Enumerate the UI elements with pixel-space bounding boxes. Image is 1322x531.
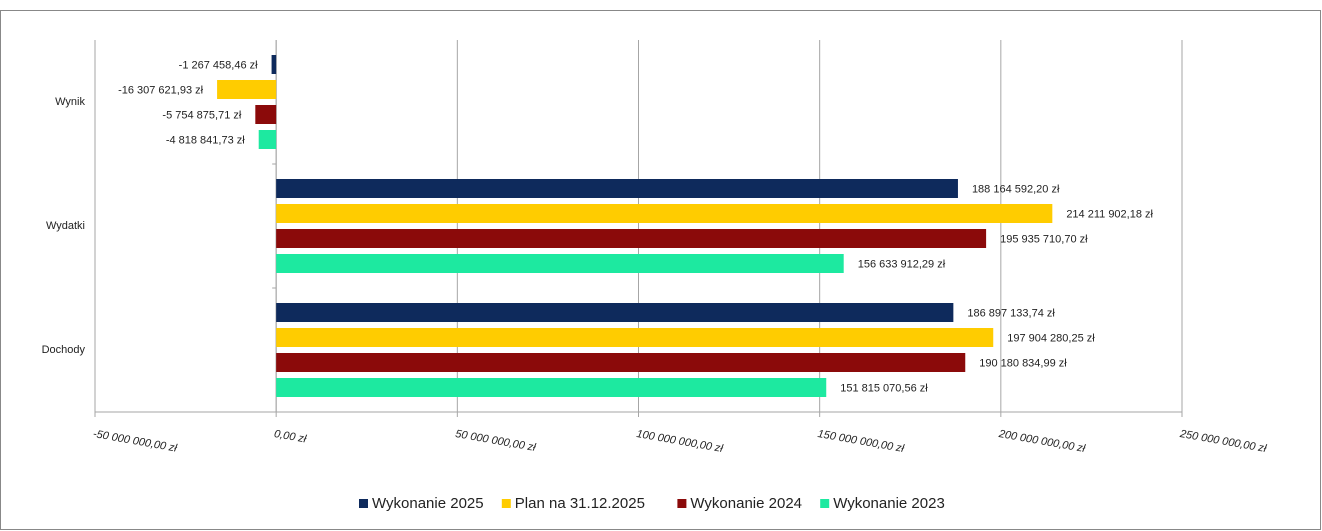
bar — [276, 179, 958, 198]
bar — [271, 55, 277, 74]
data-label: -16 307 621,93 zł — [118, 84, 204, 96]
bar — [217, 80, 277, 99]
bar — [258, 130, 277, 149]
legend-label: Wykonanie 2024 — [690, 495, 802, 512]
legend-label: Wykonanie 2025 — [372, 495, 484, 512]
data-label: 188 164 592,20 zł — [972, 183, 1060, 195]
bar — [276, 229, 987, 248]
legend: Wykonanie 2025 Plan na 31.12.2025 Wykonani… — [359, 495, 945, 512]
bar — [276, 328, 994, 347]
bar — [276, 303, 954, 322]
data-label: 186 897 133,74 zł — [967, 307, 1055, 319]
legend-label: Wykonanie 2023 — [833, 495, 945, 512]
legend-swatch — [677, 499, 687, 508]
data-label: 195 935 710,70 zł — [1000, 233, 1088, 245]
y-tick-label: Wynik — [55, 96, 85, 108]
bar — [276, 353, 966, 372]
bar — [276, 378, 827, 397]
data-label: 151 815 070,56 zł — [840, 382, 928, 394]
bar — [276, 254, 844, 273]
data-label: -5 754 875,71 zł — [162, 109, 241, 121]
bar — [255, 105, 277, 124]
legend-swatch — [820, 499, 830, 508]
x-tick-label: 0,00 zł — [273, 428, 308, 446]
legend-label: Plan na 31.12.2025 — [515, 495, 645, 512]
data-label: 156 633 912,29 zł — [858, 258, 946, 270]
data-label: -1 267 458,46 zł — [179, 59, 258, 71]
legend-swatch — [501, 499, 511, 508]
data-label: -4 818 841,73 zł — [166, 134, 245, 146]
data-label: 214 211 902,18 zł — [1066, 208, 1153, 220]
y-tick-label: Dochody — [42, 344, 86, 356]
data-label: 190 180 834,99 zł — [979, 357, 1067, 369]
bar — [276, 204, 1053, 223]
y-tick-label: Wydatki — [46, 220, 85, 232]
legend-swatch — [359, 499, 368, 508]
data-label: 197 904 280,25 zł — [1007, 332, 1095, 344]
